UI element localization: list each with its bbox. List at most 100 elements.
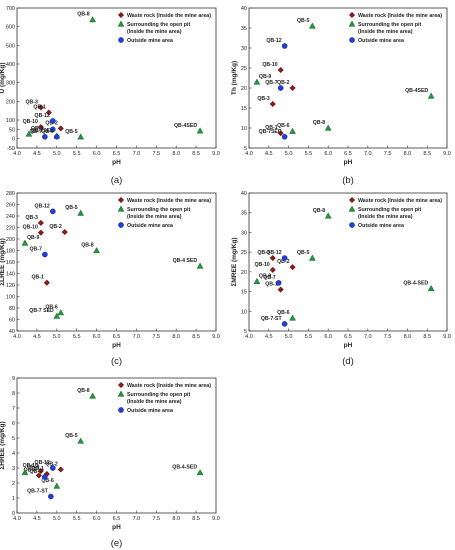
y-tick-label: 5 <box>244 329 247 335</box>
legend-marker-outside <box>349 222 355 228</box>
data-point <box>324 124 332 131</box>
y-tick-label: 5 <box>12 436 15 442</box>
x-tick-label: 5.0 <box>53 334 61 340</box>
y-tick-label: 220 <box>6 226 15 232</box>
legend-marker-surrounding <box>117 390 125 397</box>
x-tick-label: 4.5 <box>33 516 41 522</box>
y-axis-label: ΣLREE (mg/Kg) <box>0 238 6 286</box>
data-point <box>253 78 261 85</box>
x-tick-label: 7.0 <box>133 516 141 522</box>
point-label: QB-4-SED <box>172 465 197 471</box>
y-tick-label: 20 <box>241 86 247 92</box>
data-point <box>57 309 65 316</box>
y-tick-label: 35 <box>241 211 247 217</box>
point-label: QB-4SED <box>405 88 428 94</box>
data-point <box>289 264 296 271</box>
data-point <box>93 247 100 254</box>
data-point <box>25 130 33 137</box>
x-axis-label: pH <box>112 524 121 531</box>
x-tick-label: 8.5 <box>423 151 431 157</box>
point-label: QB-7-ST <box>261 316 283 322</box>
y-tick-label: 25 <box>241 66 247 72</box>
data-point <box>281 321 288 327</box>
y-tick-label: 50 <box>9 127 15 133</box>
point-label: QB-6 <box>277 123 290 129</box>
legend-label: Outside mine area <box>127 38 173 44</box>
x-tick-label: 5.5 <box>305 151 313 157</box>
x-axis-label: pH <box>112 342 121 349</box>
legend-marker-waste-rock <box>117 11 125 19</box>
legend-marker-outside <box>118 37 124 43</box>
legend-label: Waste rock (Inside the mine area) <box>127 383 211 389</box>
point-label: QB-7 <box>29 247 42 253</box>
x-tick-label: 7.5 <box>152 334 160 340</box>
x-tick-label: 8.0 <box>404 151 412 157</box>
x-tick-label: 4.0 <box>245 334 253 340</box>
y-tick-label: 3 <box>12 466 15 472</box>
y-tick-label: 0 <box>12 511 15 517</box>
x-tick-label: 4.0 <box>13 151 21 157</box>
point-label: QB-5 <box>297 250 310 256</box>
x-tick-label: 6.5 <box>113 516 121 522</box>
legend-label: (Inside the mine area) <box>358 214 413 220</box>
data-point <box>196 469 204 476</box>
point-label: QB-12 <box>266 250 281 256</box>
point-label: QB-12 <box>35 113 50 119</box>
chart-panel-d: 4.0 4.5 5.0 5.5 6.0 6.5 7.0 7.5 8.0 8.5 9.0 5 10 15 20… <box>231 191 451 367</box>
x-tick-label: 4.0 <box>13 516 21 522</box>
x-tick-label: 5.5 <box>305 334 313 340</box>
y-tick-label: 260 <box>6 203 15 209</box>
y-tick-label: 40 <box>241 191 247 197</box>
x-tick-label: 6.5 <box>344 151 352 157</box>
x-tick-label: 4.0 <box>245 151 253 157</box>
point-label: QB-3 <box>25 215 38 221</box>
point-label: QB-12 <box>35 203 50 209</box>
data-point <box>275 280 282 286</box>
x-tick-label: 5.5 <box>73 334 81 340</box>
x-tick-label: 7.5 <box>152 151 160 157</box>
data-point <box>277 85 284 91</box>
point-label: QB-10 <box>23 119 38 125</box>
data-point <box>324 212 332 219</box>
data-point <box>42 133 48 140</box>
legend-label: Outside mine area <box>358 223 404 229</box>
legend-label: (Inside the mine area) <box>358 29 413 35</box>
y-tick-label: 30 <box>241 46 247 52</box>
data-point <box>50 118 56 124</box>
panel-caption: (b) <box>342 175 354 186</box>
point-label: QB-4 SED <box>173 258 198 264</box>
data-point <box>89 392 96 399</box>
point-label: QB-1 <box>31 275 44 281</box>
x-tick-label: 7.0 <box>133 151 141 157</box>
legend: Waste rock (Inside the mine area) Surroun… <box>348 196 442 229</box>
data-point <box>269 100 276 108</box>
data-point <box>37 467 44 475</box>
data-point <box>77 133 85 140</box>
x-tick-label: 6.0 <box>324 151 332 157</box>
x-tick-label: 5.5 <box>73 151 81 157</box>
legend-marker-surrounding <box>348 205 356 212</box>
data-point <box>289 84 296 92</box>
x-tick-label: 7.0 <box>364 151 372 157</box>
point-label: QB-1 <box>265 282 278 288</box>
point-label: QB-7 <box>29 129 42 135</box>
point-label: QB-8 <box>313 208 326 214</box>
data-point <box>89 16 96 23</box>
point-label: QB-2 <box>277 259 290 265</box>
point-label: QB-7 <box>263 275 276 281</box>
x-tick-label: 6.5 <box>113 151 121 157</box>
y-tick-label: 80 <box>9 306 15 312</box>
data-point <box>57 125 64 132</box>
data-point <box>21 239 29 246</box>
x-tick-label: 7.5 <box>384 151 392 157</box>
x-tick-label: 8.5 <box>192 151 200 157</box>
legend: Waste rock (Inside the mine area) Surroun… <box>117 11 211 44</box>
data-point <box>43 279 50 286</box>
point-label: QB-6 <box>41 478 54 484</box>
data-point <box>54 133 60 140</box>
legend-marker-surrounding <box>348 20 356 27</box>
y-tick-label: 15 <box>241 106 247 112</box>
data-point <box>277 66 284 74</box>
point-label: QB-5 <box>65 129 78 135</box>
data-point <box>57 466 64 473</box>
